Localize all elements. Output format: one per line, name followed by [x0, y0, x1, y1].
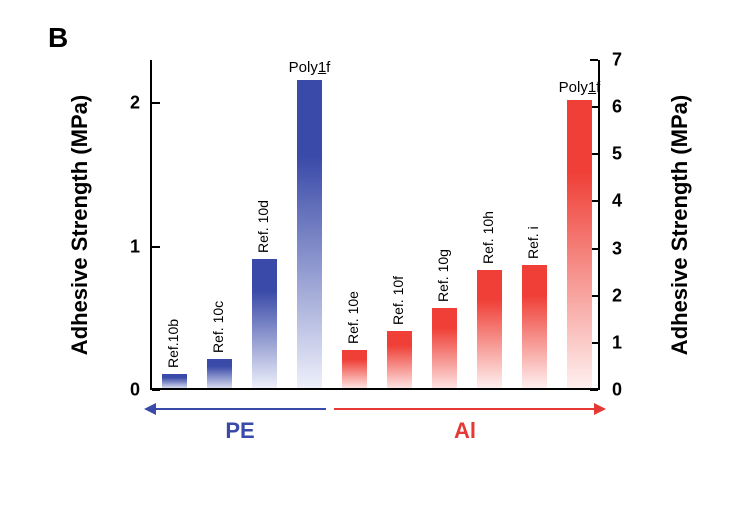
- bar: Ref. i: [522, 265, 547, 388]
- bar: Poly1f: [297, 80, 322, 388]
- bar-label: Ref. 10g: [435, 249, 451, 302]
- group-arrow: [334, 408, 596, 410]
- group-arrow: [154, 408, 326, 410]
- bar: Ref. 10d: [252, 259, 277, 388]
- bar-label: Poly1f: [289, 59, 331, 80]
- bar-label: Poly1f: [559, 79, 601, 100]
- bar: Ref. 10h: [477, 270, 502, 388]
- bar: Ref. 10f: [387, 331, 412, 388]
- right-tick-label: 0: [612, 380, 622, 401]
- bar-label: Ref. 10d: [255, 200, 271, 253]
- bar: Ref. 10c: [207, 359, 232, 388]
- group-label: PE: [225, 418, 254, 444]
- right-tick-label: 2: [612, 285, 622, 306]
- right-tick-label: 7: [612, 50, 622, 71]
- y-axis-label-right: Adhesive Strength (MPa): [667, 95, 693, 355]
- bar-label: Ref.10b: [165, 319, 181, 368]
- bar: Ref.10b: [162, 374, 187, 388]
- bar-label: Ref. 10f: [390, 276, 406, 325]
- bar: Poly1f: [567, 100, 592, 388]
- bar-label: Ref. 10h: [480, 211, 496, 264]
- y-axis-label-left: Adhesive Strength (MPa): [67, 95, 93, 355]
- bar-label: Ref. i: [525, 227, 541, 260]
- right-tick-label: 3: [612, 238, 622, 259]
- figure-root: B Adhesive Strength (MPa) Adhesive Stren…: [0, 0, 750, 517]
- panel-label: B: [48, 22, 68, 54]
- bar: Ref. 10g: [432, 308, 457, 388]
- bar-label: Ref. 10e: [345, 291, 361, 344]
- right-tick-label: 6: [612, 97, 622, 118]
- arrowhead-icon: [594, 403, 606, 415]
- left-tick-label: 0: [130, 380, 140, 401]
- left-tick-label: 2: [130, 93, 140, 114]
- right-tick-label: 4: [612, 191, 622, 212]
- bar-label: Ref. 10c: [210, 301, 226, 353]
- left-tick-label: 1: [130, 236, 140, 257]
- arrowhead-icon: [144, 403, 156, 415]
- right-tick-label: 5: [612, 144, 622, 165]
- bar: Ref. 10e: [342, 350, 367, 388]
- plot-area: Ref.10b Ref. 10c Ref. 10d Poly1f Ref. 10e Ref…: [150, 60, 600, 390]
- group-label: Al: [454, 418, 476, 444]
- right-tick-label: 1: [612, 332, 622, 353]
